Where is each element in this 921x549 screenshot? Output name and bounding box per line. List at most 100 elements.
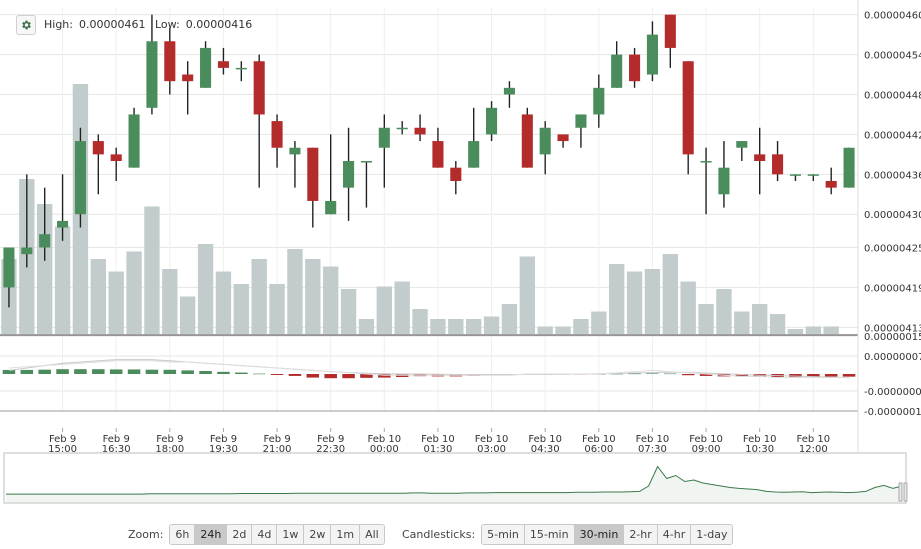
- zoom-button-6h[interactable]: 6h: [170, 525, 196, 544]
- zoom-button-2w[interactable]: 2w: [304, 525, 332, 544]
- candle-up: [74, 141, 86, 215]
- volume-bar: [734, 311, 750, 334]
- x-tick-date: Feb 10: [689, 434, 723, 445]
- candle-up: [646, 34, 658, 75]
- high-low-readout: High: 0.00000461 Low: 0.00000416: [44, 18, 258, 31]
- volume-bar: [54, 226, 71, 334]
- macd-bar: [20, 369, 34, 374]
- macd-bar: [127, 369, 141, 374]
- candlestick-button-4-hr[interactable]: 4-hr: [657, 525, 692, 544]
- macd-bar: [109, 369, 123, 374]
- candle-up: [486, 107, 498, 135]
- volume-bar: [555, 326, 571, 334]
- candlestick-button-5-min[interactable]: 5-min: [482, 525, 525, 544]
- volume-bar: [197, 244, 214, 334]
- candle-down: [521, 114, 533, 168]
- chart-controls: Zoom: 6h 24h 2d 4d 1w 2w 1m All Candlesticks: 5…: [0, 524, 921, 545]
- x-tick-time: 19:30: [209, 444, 238, 455]
- high-label: High:: [44, 18, 73, 31]
- settings-button[interactable]: [16, 15, 36, 35]
- candle-up: [39, 234, 51, 248]
- macd-bar: [646, 373, 659, 374]
- price-tick-label: 0.00000460: [864, 11, 921, 22]
- candle-down: [450, 167, 462, 181]
- zoom-button-4d[interactable]: 4d: [252, 525, 278, 544]
- candlestick-button-2-hr[interactable]: 2-hr: [624, 525, 658, 544]
- candle-up: [378, 127, 390, 148]
- macd-bar: [664, 373, 677, 375]
- volume-bar: [180, 296, 196, 334]
- volume-bar: [430, 319, 446, 334]
- volume-bar: [108, 271, 124, 334]
- macd-tick-label: -0.00000015: [864, 407, 921, 418]
- macd-bar: [807, 374, 820, 377]
- zoom-button-1m[interactable]: 1m: [331, 525, 361, 544]
- macd-bar: [92, 369, 105, 374]
- candle-up: [396, 127, 408, 130]
- volume-bar: [233, 284, 249, 334]
- volume-bar: [323, 266, 339, 334]
- macd-bar: [145, 369, 159, 374]
- candle-up: [289, 147, 301, 155]
- candle-up: [807, 174, 819, 176]
- candlestick-button-1-day[interactable]: 1-day: [691, 525, 733, 544]
- candle-up: [360, 161, 372, 163]
- candle-up: [200, 47, 212, 88]
- navigator[interactable]: [3, 452, 908, 504]
- x-tick-date: Feb 9: [103, 434, 130, 445]
- x-tick-label: Feb 915:00: [48, 428, 77, 455]
- navigator-handle-right[interactable]: [903, 482, 908, 502]
- candlestick-button-15-min[interactable]: 15-min: [524, 525, 575, 544]
- volume-bar: [609, 264, 625, 334]
- volume-bar: [805, 326, 821, 334]
- candle-up: [575, 114, 587, 128]
- macd-tick-label: 0.00000007: [864, 352, 921, 363]
- candle-up: [611, 54, 623, 88]
- candle-down: [110, 154, 122, 162]
- candle-down: [307, 147, 319, 201]
- candle-down: [182, 74, 194, 82]
- x-tick-date: Feb 9: [210, 434, 237, 445]
- x-tick-time: 04:30: [531, 444, 560, 455]
- candle-up: [343, 161, 355, 188]
- zoom-button-24h[interactable]: 24h: [195, 525, 228, 544]
- macd-bar: [38, 369, 51, 374]
- x-tick-time: 12:00: [799, 444, 828, 455]
- candle-down: [557, 134, 569, 142]
- candle-down: [414, 127, 426, 135]
- macd-bar: [252, 373, 266, 375]
- volume-bar: [126, 251, 142, 334]
- volume-bar: [90, 259, 106, 334]
- volume-bar: [358, 319, 375, 334]
- macd-bar: [2, 369, 16, 374]
- candle-up: [593, 87, 605, 115]
- macd-bar: [56, 369, 69, 374]
- candlestick-button-30-min[interactable]: 30-min: [574, 525, 625, 544]
- navigator-area: [6, 466, 902, 502]
- candle-down: [682, 61, 694, 155]
- x-tick-time: 16:30: [102, 444, 131, 455]
- macd-bar: [181, 370, 194, 374]
- volume-bar: [573, 319, 589, 334]
- candle-up: [21, 247, 33, 255]
- price-tick-label: 0.00000425: [864, 244, 921, 255]
- volume-bar: [591, 311, 607, 334]
- candle-up: [789, 174, 801, 176]
- zoom-button-1w[interactable]: 1w: [277, 525, 305, 544]
- macd-bar: [342, 374, 355, 379]
- price-tick-label: 0.00000454: [864, 51, 921, 62]
- navigator-handle-left[interactable]: [898, 482, 903, 502]
- x-tick-label: Feb 921:00: [263, 428, 291, 455]
- price-tick-label: 0.00000436: [864, 170, 921, 181]
- x-tick-label: Feb 922:30: [316, 428, 345, 455]
- candle-up: [57, 220, 69, 228]
- candle-down: [754, 154, 766, 162]
- zoom-button-All[interactable]: All: [360, 525, 384, 544]
- x-tick-label: Feb 916:30: [102, 428, 131, 455]
- zoom-button-2d[interactable]: 2d: [227, 525, 253, 544]
